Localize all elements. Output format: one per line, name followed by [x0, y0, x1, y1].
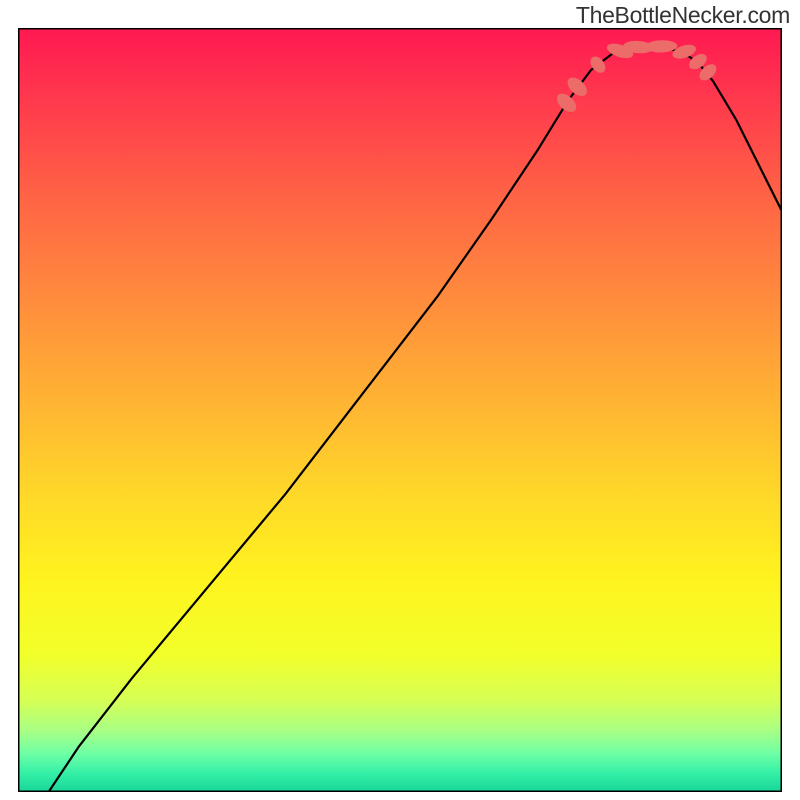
- source-caption: TheBottleNecker.com: [576, 2, 790, 29]
- chart-svg: [18, 28, 782, 792]
- chart-container: TheBottleNecker.com: [0, 0, 800, 800]
- chart-plot: [18, 28, 782, 792]
